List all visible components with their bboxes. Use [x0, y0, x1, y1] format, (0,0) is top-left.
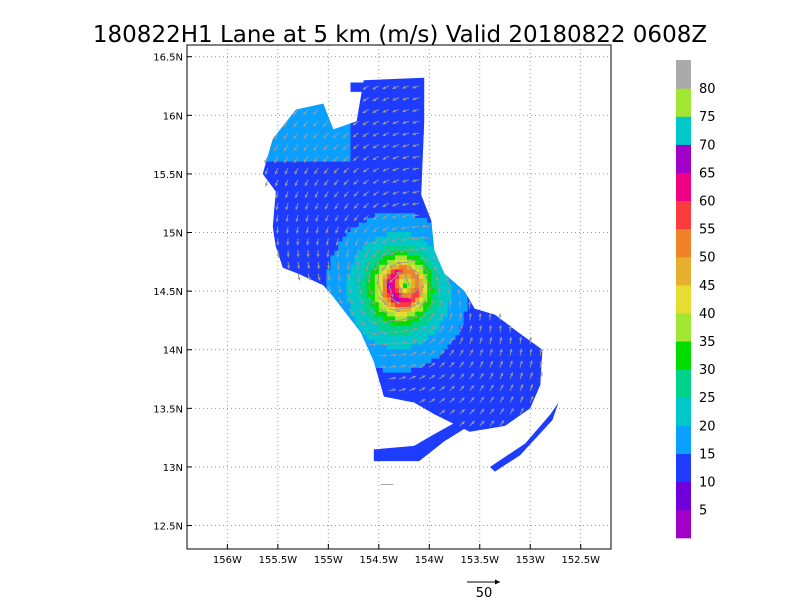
x-tick-label: 153.5W: [461, 555, 500, 566]
x-tick-label: 153W: [516, 555, 545, 566]
colorbar-label: 70: [699, 138, 716, 153]
colorbar-swatch: [676, 172, 691, 202]
colorbar-swatch: [676, 341, 691, 370]
colorbar-label: 15: [699, 447, 716, 462]
reference-vector-head: [495, 579, 500, 585]
colorbar-label: 35: [699, 335, 716, 350]
colorbar-swatch: [676, 481, 691, 511]
plot-frame: [186, 44, 612, 550]
colorbar-swatch: [676, 256, 691, 286]
colorbar: 5 10 15 20 25 30 35 40 45 50 55 60 65 70 75 80: [676, 60, 716, 539]
colorbar-swatch: [676, 88, 691, 117]
y-tick-label: 12.5N: [153, 522, 183, 533]
colorbar-swatch: [676, 453, 691, 483]
colorbar-label: 65: [699, 166, 716, 181]
colorbar-swatch: [676, 200, 691, 230]
colorbar-swatch: [676, 509, 691, 539]
reference-vector: 50: [467, 579, 500, 600]
colorbar-label: 25: [699, 391, 716, 406]
swath-strip: [373, 420, 475, 462]
y-axis: 12.5N 13N 13.5N 14N 14.5N 15N 15.5N 16N 16.5N: [153, 53, 192, 533]
colorbar-label: 20: [699, 419, 716, 434]
colorbar-label: 80: [699, 82, 716, 97]
swath-strip: [489, 402, 559, 472]
x-axis: 156W 155.5W 155W 154.5W 154W 153.5W 153W 152.5W: [213, 544, 600, 566]
colorbar-swatch: [676, 312, 691, 342]
swath-strip: [350, 82, 367, 92]
colorbar-swatch: [676, 397, 691, 426]
colorbar-label: 45: [699, 279, 716, 294]
colorbar-swatch: [676, 425, 691, 454]
colorbar-swatch: [676, 284, 691, 314]
colorbar-swatch: [676, 60, 691, 89]
colorbar-swatch: [676, 369, 691, 398]
y-tick-label: 15.5N: [153, 170, 183, 181]
colorbar-swatch: [676, 228, 691, 258]
colorbar-swatch: [676, 144, 691, 173]
colorbar-label: 60: [699, 195, 716, 210]
colorbar-label: 55: [699, 223, 716, 238]
colorbar-label: 30: [699, 363, 716, 378]
wind-vectors: [264, 85, 543, 485]
colorbar-label: 50: [699, 251, 716, 266]
colorbar-label: 75: [699, 110, 716, 125]
x-tick-label: 154.5W: [360, 555, 399, 566]
x-tick-label: 156W: [213, 555, 242, 566]
x-tick-label: 155.5W: [259, 555, 298, 566]
y-tick-label: 14N: [163, 346, 183, 357]
y-tick-label: 15N: [163, 229, 183, 240]
chart-title: 180822H1 Lane at 5 km (m/s) Valid 201808…: [93, 22, 707, 48]
y-tick-label: 16N: [163, 111, 183, 122]
y-tick-label: 14.5N: [153, 287, 183, 298]
y-tick-label: 13N: [163, 463, 183, 474]
x-tick-label: 152.5W: [561, 555, 600, 566]
colorbar-label: 40: [699, 307, 716, 322]
y-tick-label: 16.5N: [153, 53, 183, 64]
y-tick-label: 13.5N: [153, 404, 183, 415]
colorbar-label: 5: [699, 504, 707, 519]
colorbar-swatch: [676, 116, 691, 145]
x-tick-label: 155W: [314, 555, 343, 566]
x-tick-label: 154W: [415, 555, 444, 566]
reference-vector-label: 50: [476, 586, 493, 600]
colorbar-label: 10: [699, 476, 716, 491]
